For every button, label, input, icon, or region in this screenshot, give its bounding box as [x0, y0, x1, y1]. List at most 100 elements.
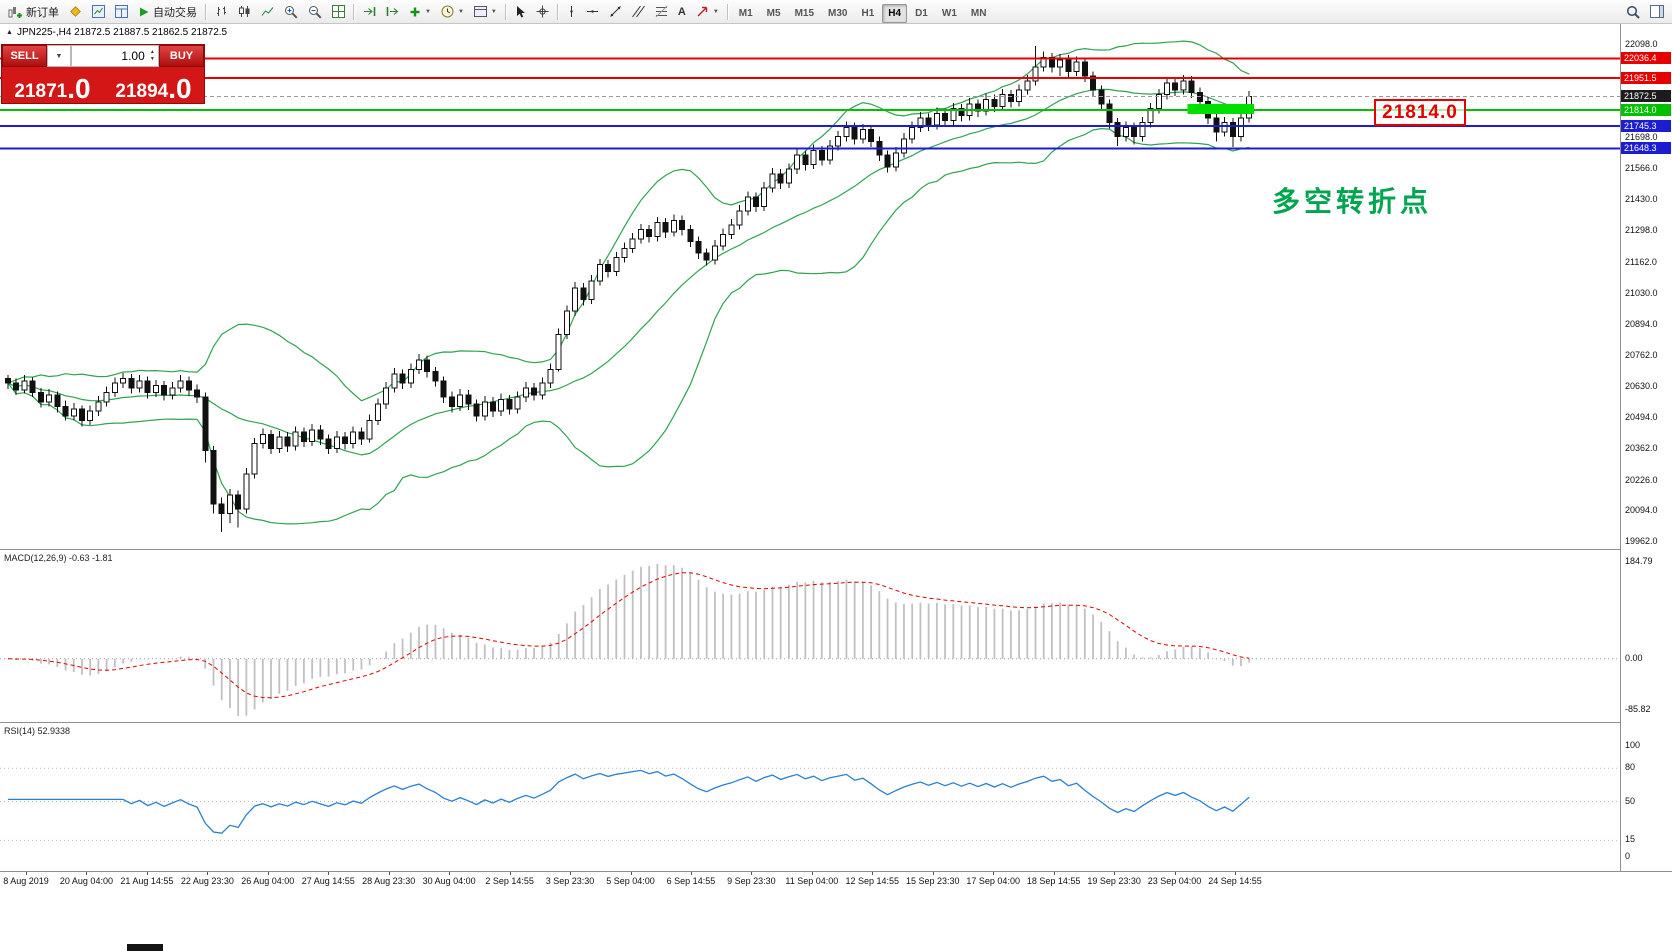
timeframe-h4[interactable]: H4 — [882, 3, 908, 23]
horizontal-line-icon[interactable] — [581, 2, 604, 22]
candles-series — [5, 45, 1253, 533]
crosshair-icon[interactable] — [531, 2, 554, 22]
sell-button[interactable]: SELL — [2, 45, 47, 67]
market-watch-icon[interactable] — [87, 2, 110, 22]
line-chart-icon[interactable] — [256, 2, 279, 22]
price-chart-canvas[interactable] — [0, 24, 1620, 549]
periods-icon[interactable]: ▼ — [436, 2, 469, 22]
zoom-in-icon[interactable] — [279, 2, 303, 22]
rsi-label: RSI(14) 52.9338 — [4, 726, 71, 736]
time-axis-label: 12 Sep 14:55 — [845, 876, 900, 886]
sell-price-main: 21871 — [14, 81, 68, 102]
indicators-icon[interactable]: ▼ — [404, 2, 436, 22]
timeframe-m15[interactable]: M15 — [794, 7, 815, 19]
timeframe-m30[interactable]: M30 — [828, 7, 848, 19]
time-axis-tick — [932, 872, 934, 875]
time-axis-tick — [146, 872, 148, 875]
volume-stepper[interactable]: ▲ ▼ — [149, 49, 155, 62]
line-chart-icon — [261, 5, 274, 18]
indicators-dropdown[interactable]: ▼ — [425, 8, 431, 15]
timeframe-d1[interactable]: D1 — [915, 7, 928, 19]
macd-canvas[interactable] — [0, 550, 1620, 723]
macd-panel: MACD(12,26,9) -0.63 -1.81 — [0, 549, 1620, 722]
cursor-icon[interactable] — [510, 2, 531, 22]
timeframe-w1[interactable]: W1 — [941, 7, 957, 19]
trendline-icon[interactable] — [604, 2, 627, 22]
buy-button[interactable]: BUY — [159, 45, 204, 67]
text-tool-icon[interactable]: A — [673, 2, 691, 22]
search-icon — [1626, 5, 1640, 19]
tile-windows-icon[interactable] — [327, 2, 350, 22]
templates-icon[interactable]: ▼ — [469, 2, 502, 22]
time-axis-label: 28 Aug 23:30 — [362, 876, 416, 886]
sell-price[interactable]: 21871 .0 — [2, 67, 103, 105]
timeframe-m1[interactable]: M1 — [738, 7, 753, 19]
search-icon[interactable] — [1621, 2, 1645, 22]
time-axis-label: 17 Sep 04:00 — [966, 876, 1020, 886]
macd-label: MACD(12,26,9) -0.63 -1.81 — [4, 553, 113, 563]
arrows-icon[interactable]: ▼ — [691, 2, 724, 22]
bar-chart-icon[interactable] — [210, 2, 233, 22]
zoom-out-icon[interactable] — [303, 2, 327, 22]
macd-axis-label: -85.82 — [1625, 704, 1651, 714]
volume-input[interactable] — [72, 49, 147, 63]
highlight-zone — [1187, 104, 1255, 114]
time-axis-label: 21 Aug 14:55 — [120, 876, 174, 886]
workspace-icon[interactable] — [1645, 2, 1669, 22]
fibonacci-icon[interactable] — [650, 2, 673, 22]
macd-axis-label: 184.79 — [1625, 556, 1653, 566]
equidistant-channel-icon[interactable] — [627, 2, 650, 22]
autotrading-button[interactable]: 自动交易 — [133, 2, 202, 22]
timeframe-m5[interactable]: M5 — [766, 7, 781, 19]
market-watch-icon — [92, 5, 105, 18]
horizontal-line-icon — [586, 7, 599, 16]
data-window-icon[interactable] — [110, 2, 133, 22]
y-axis-label: 21698.0 — [1625, 132, 1658, 143]
one-click-trade-panel: SELL ▼ ▲▼ BUY 21871 .0 21894 .0 — [1, 44, 205, 104]
price-axis[interactable]: 22098.0 21698.0 21566.0 21430.0 21298.0 21162… — [1620, 24, 1672, 871]
periods-dropdown[interactable]: ▼ — [457, 8, 464, 15]
time-axis-tick — [509, 872, 511, 875]
y-axis-label: 20762.0 — [1625, 349, 1658, 360]
profiles-icon[interactable] — [64, 2, 87, 22]
time-axis-label: 24 Sep 14:55 — [1208, 876, 1262, 886]
price-tag: 21872.5 — [1621, 89, 1671, 102]
chart-shift-icon[interactable] — [381, 2, 404, 22]
toolbar-right-group — [1621, 2, 1669, 22]
sell-price-frac: .0 — [67, 73, 91, 105]
candlestick-chart-icon[interactable] — [233, 2, 256, 22]
new-order-label: 新订单 — [26, 6, 59, 19]
time-axis-tick — [1053, 872, 1055, 875]
arrows-dropdown[interactable]: ▼ — [712, 8, 719, 15]
y-axis-label: 20494.0 — [1625, 412, 1658, 423]
templates-dropdown[interactable]: ▼ — [490, 8, 497, 15]
timeframe-h1[interactable]: H1 — [861, 7, 875, 19]
toolbar-separator — [726, 3, 729, 20]
time-axis-tick — [267, 872, 269, 875]
time-axis-label: 5 Sep 04:00 — [606, 876, 655, 886]
pivot-annotation-text[interactable]: 多空转折点 — [1272, 186, 1433, 217]
toolbar-separator — [353, 3, 355, 20]
new-order-button[interactable]: 新订单 — [3, 2, 64, 22]
y-axis-label: 21430.0 — [1625, 194, 1658, 205]
price-annotation-box[interactable]: 21814.0 — [1374, 99, 1466, 126]
order-type-dropdown[interactable]: ▼ — [47, 45, 71, 67]
time-axis-tick — [993, 872, 995, 875]
auto-scroll-icon[interactable] — [358, 2, 381, 22]
zoom-out-icon — [308, 5, 322, 19]
y-axis-label: 21566.0 — [1625, 162, 1658, 173]
bollinger-bands — [7, 40, 1250, 525]
buy-price[interactable]: 21894 .0 — [103, 67, 204, 105]
rsi-canvas[interactable] — [0, 723, 1620, 872]
workspace-icon — [1650, 5, 1664, 18]
vertical-line-icon[interactable] — [562, 2, 581, 22]
trendline-icon — [609, 5, 622, 18]
time-axis-tick — [449, 872, 451, 875]
toolbar-separator — [504, 3, 507, 20]
horizontal-lines — [0, 57, 1620, 150]
rsi-axis-label: 100 — [1625, 740, 1641, 750]
timeframe-mn[interactable]: MN — [970, 7, 987, 19]
time-axis[interactable]: 8 Aug 2019 20 Aug 04:00 21 Aug 14:55 22 Aug… — [0, 871, 1672, 888]
macd-axis-label: 0.00 — [1625, 652, 1643, 663]
